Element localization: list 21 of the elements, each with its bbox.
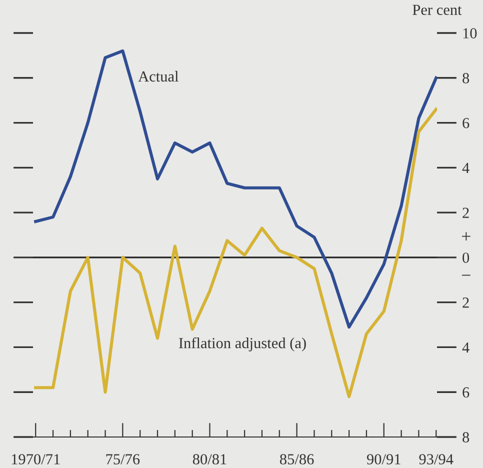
y-tick-label: 6: [462, 118, 470, 128]
y-tick-label: 0: [462, 252, 470, 263]
y-axis-title: Per cent: [412, 4, 462, 15]
y-tick-label: 10: [463, 28, 477, 38]
series-label: Actual: [138, 70, 178, 82]
y-tick-label: 6: [462, 387, 470, 398]
y-tick-label: 8: [462, 432, 470, 442]
y-tick-label: 2: [462, 298, 469, 308]
text: +: [462, 232, 470, 241]
x-tick-label: 80/81: [192, 454, 226, 464]
text: −: [462, 274, 470, 276]
y-tick-label: 2: [462, 208, 469, 218]
x-tick-label: 75/76: [106, 454, 140, 464]
y-tick-label: 4: [462, 162, 470, 173]
x-tick-label: 1970/71: [12, 454, 60, 464]
x-tick-label: 90/91: [366, 454, 400, 464]
y-tick-label: 8: [462, 73, 470, 84]
x-tick-label: 85/86: [280, 454, 314, 464]
x-tick-label: 93/94: [419, 454, 454, 464]
series-label: Inflation adjusted (a): [178, 337, 306, 352]
y-tick-label: 4: [462, 342, 470, 353]
